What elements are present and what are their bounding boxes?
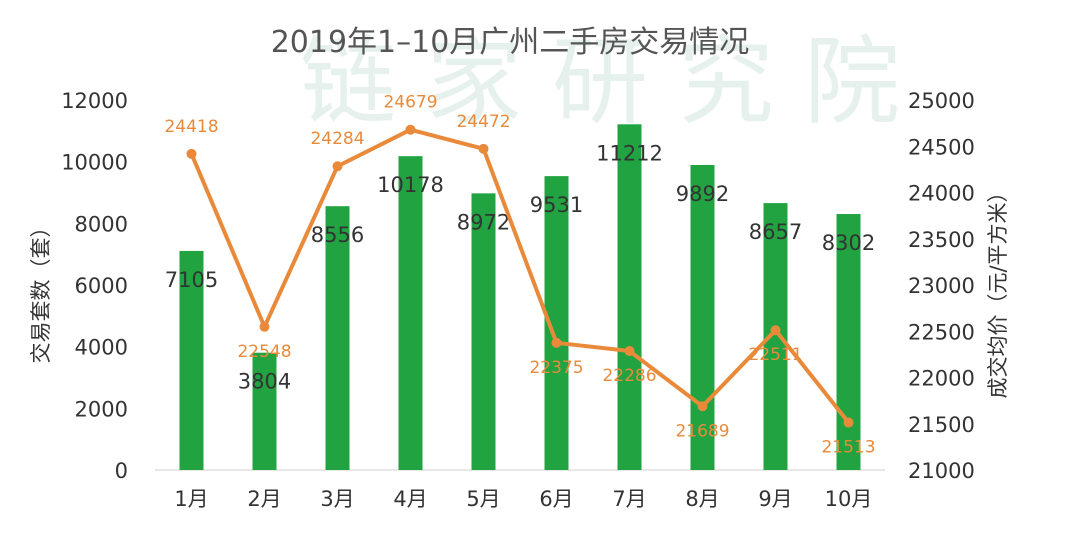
y2-axis-label: 成交均价（元/平方米） [986,181,1010,398]
y-tick-label: 6000 [75,274,128,298]
x-tick-label: 10月 [825,487,873,511]
y2-tick-label: 25000 [908,89,975,113]
price-point [186,148,197,159]
price-point [551,337,562,348]
y-tick-label: 12000 [61,89,128,113]
x-tick-label: 1月 [174,487,208,511]
x-tick-label: 3月 [320,487,354,511]
bar [325,206,350,470]
bar-value-label: 11212 [596,141,663,165]
y-tick-label: 10000 [61,151,128,175]
price-point [259,321,270,332]
bar [179,250,204,470]
price-value-label: 21689 [675,421,729,441]
y2-tick-label: 23500 [908,228,975,252]
y2-tick-label: 22000 [908,367,975,391]
price-value-label: 21513 [821,438,875,458]
bar-value-label: 10178 [377,173,444,197]
bar-value-label: 9531 [530,193,583,217]
y2-tick-label: 23000 [908,274,975,298]
x-tick-label: 7月 [612,487,646,511]
y2-tick-label: 22500 [908,320,975,344]
bar [252,352,277,470]
y-axis-ticks: 0 2000 4000 6000 8000 10000 12000 [61,89,128,483]
price-value-label: 22548 [237,342,291,362]
price-point [624,346,635,357]
price-point [843,417,854,428]
bar-value-label: 8556 [311,223,364,247]
chart-watermark: 链家研究院 [300,26,930,138]
price-line [189,127,851,424]
bar [617,124,642,471]
price-data-labels: 24418 22548 24284 24679 24472 22375 22286 21689… [164,93,875,458]
y2-tick-label: 24500 [908,135,975,159]
bar-value-label: 8972 [457,210,510,234]
bar-value-label: 8657 [749,220,802,244]
price-value-label: 24284 [310,129,364,149]
price-point [478,143,489,154]
x-tick-label: 9月 [758,487,792,511]
y-tick-label: 4000 [75,336,128,360]
price-value-label: 24472 [456,112,510,132]
y-tick-label: 8000 [75,212,128,236]
bar-data-labels: 7105 3804 8556 10178 8972 9531 11212 9892 8657 83… [165,141,875,393]
bar [471,193,496,470]
x-tick-label: 6月 [539,487,573,511]
chart-title: 2019年1–10月广州二手房交易情况 [271,25,750,60]
bar-value-label: 9892 [676,182,729,206]
price-line-series [186,124,854,428]
bar-value-label: 7105 [165,268,218,292]
y2-tick-label: 24000 [908,182,975,206]
x-tick-label: 8月 [685,487,719,511]
bar [398,156,423,470]
bar-series [179,124,861,471]
y-tick-label: 2000 [75,397,128,421]
x-tick-label: 5月 [466,487,500,511]
bar-value-label: 3804 [238,370,291,394]
y-tick-label: 0 [115,459,128,483]
y2-tick-label: 21500 [908,413,975,437]
price-point [697,401,708,412]
price-value-label: 22286 [602,366,656,386]
bar-value-label: 8302 [822,231,875,255]
bar [690,164,715,470]
y2-axis-ticks: 21000 21500 22000 22500 23000 23500 24000 24500… [908,89,975,483]
price-value-label: 22375 [529,358,583,378]
y2-tick-label: 21000 [908,459,975,483]
price-point [332,161,343,172]
x-tick-label: 2月 [247,487,281,511]
x-axis-ticks: 1月 2月 3月 4月 5月 6月 7月 8月 9月 10月 [174,487,872,511]
price-value-label: 24418 [164,117,218,137]
x-tick-label: 4月 [393,487,427,511]
price-value-label: 22511 [748,345,802,365]
price-point [405,124,416,135]
price-point [770,325,781,336]
y-axis-label: 交易套数（套） [29,217,53,364]
price-value-label: 24679 [383,93,437,113]
